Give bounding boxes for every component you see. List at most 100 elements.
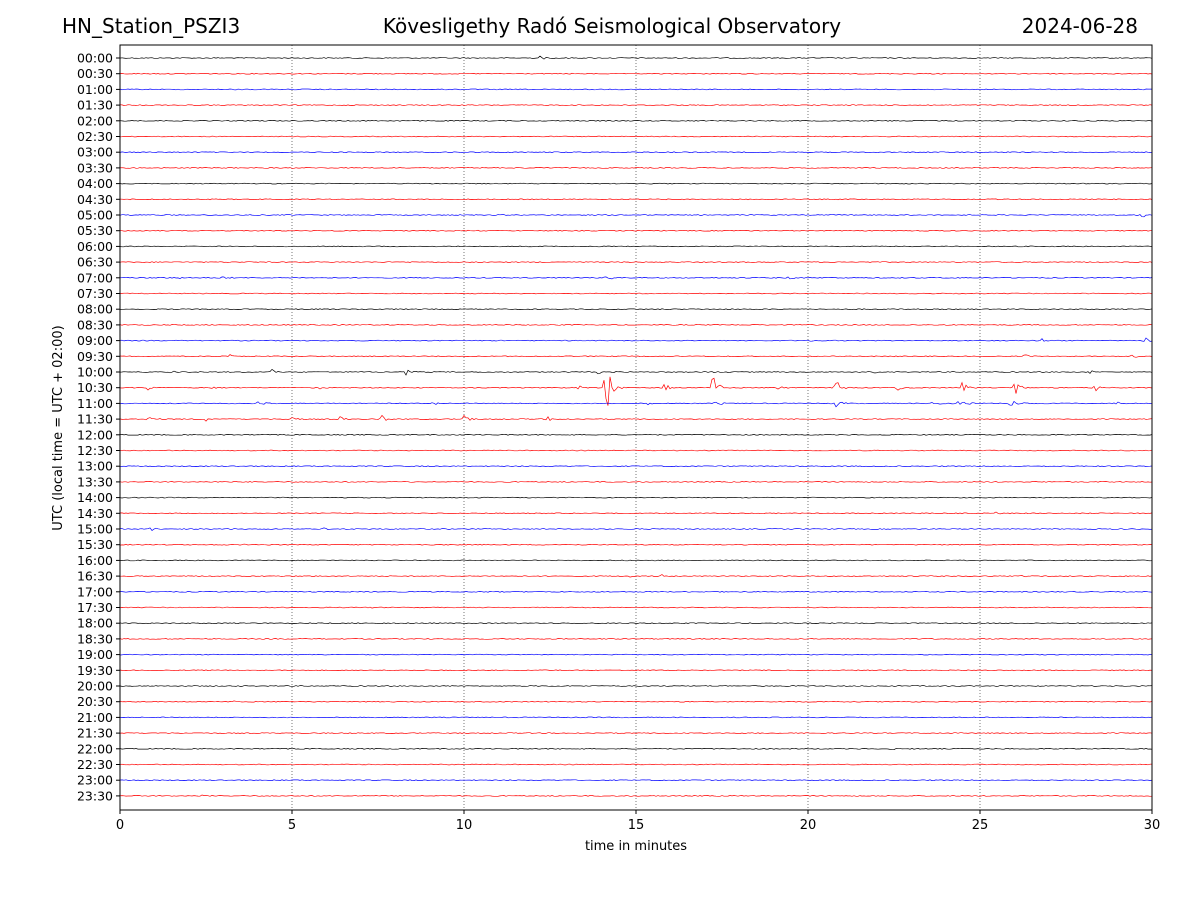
trace-03:30: [119, 167, 1153, 169]
trace-17:00: [119, 591, 1153, 593]
trace-19:00: [119, 653, 1153, 656]
trace-13:30: [119, 480, 1153, 483]
y-tick-label: 02:00: [77, 113, 113, 128]
y-tick-label: 13:00: [77, 459, 113, 474]
y-tick-label: 22:30: [77, 757, 113, 772]
trace-07:00: [119, 276, 1153, 280]
x-tick-label: 30: [1144, 818, 1161, 833]
y-tick-label: 01:00: [77, 82, 113, 97]
y-tick-label: 19:30: [77, 663, 113, 678]
y-tick-label: 07:30: [77, 286, 113, 301]
chart-date: 2024-06-28: [1021, 14, 1138, 38]
trace-22:30: [119, 763, 1153, 766]
y-tick-label: 14:00: [77, 490, 113, 505]
y-tick-label: 04:00: [77, 176, 113, 191]
y-tick-label: 03:30: [77, 160, 113, 175]
trace-19:30: [119, 669, 1153, 672]
trace-06:30: [119, 261, 1153, 263]
trace-16:00: [120, 559, 1153, 562]
x-tick-label: 0: [116, 818, 124, 833]
trace-12:30: [119, 449, 1153, 452]
trace-05:00: [119, 214, 1153, 218]
y-tick-label: 22:00: [77, 741, 113, 756]
y-tick-label: 02:30: [77, 129, 113, 144]
y-tick-label: 20:30: [77, 694, 113, 709]
trace-00:30: [119, 72, 1153, 75]
y-axis-label: UTC (local time = UTC + 02:00): [51, 325, 66, 530]
trace-18:00: [119, 622, 1153, 625]
y-tick-label: 12:30: [77, 443, 113, 458]
trace-09:30: [119, 354, 1153, 358]
y-tick-label: 14:30: [77, 506, 113, 521]
trace-08:30: [119, 324, 1153, 326]
trace-14:00: [119, 496, 1153, 499]
y-tick-label: 10:30: [77, 380, 113, 395]
y-tick-label: 07:00: [77, 270, 113, 285]
trace-21:00: [119, 716, 1153, 719]
trace-02:00: [119, 120, 1153, 122]
trace-15:00: [119, 527, 1153, 531]
trace-23:00: [119, 779, 1153, 781]
y-tick-label: 20:00: [77, 679, 113, 694]
x-tick-label: 25: [972, 818, 989, 833]
x-tick-label: 15: [628, 818, 645, 833]
y-tick-label: 08:30: [77, 317, 113, 332]
y-tick-label: 04:30: [77, 192, 113, 207]
trace-area: [119, 55, 1153, 797]
station-name: HN_Station_PSZI3: [62, 14, 241, 38]
y-tick-label: 06:00: [77, 239, 113, 254]
trace-04:30: [119, 198, 1153, 201]
trace-10:00: [119, 368, 1153, 376]
y-tick-label: 03:00: [77, 145, 113, 160]
y-tick-label: 17:00: [77, 584, 113, 599]
y-tick-label: 09:00: [77, 333, 113, 348]
vertical-grid: [291, 45, 981, 810]
trace-00:00: [119, 55, 1153, 60]
trace-20:30: [119, 700, 1153, 703]
y-tick-label: 16:00: [77, 553, 113, 568]
y-axis: 00:0000:3001:0001:3002:0002:3003:0003:30…: [77, 51, 120, 803]
y-tick-label: 05:00: [77, 208, 113, 223]
x-tick-label: 10: [456, 818, 473, 833]
trace-17:30: [119, 606, 1152, 609]
trace-06:00: [119, 245, 1153, 248]
trace-03:00: [119, 151, 1153, 153]
y-tick-label: 18:30: [77, 631, 113, 646]
y-tick-label: 12:00: [77, 427, 113, 442]
trace-04:00: [119, 182, 1153, 185]
trace-07:30: [119, 292, 1153, 295]
chart-title: Kövesligethy Radó Seismological Observat…: [382, 14, 842, 38]
y-tick-label: 21:00: [77, 710, 113, 725]
y-tick-label: 11:00: [77, 396, 113, 411]
y-tick-label: 18:00: [77, 616, 113, 631]
x-axis-label: time in minutes: [585, 839, 687, 854]
trace-08:00: [119, 308, 1153, 310]
trace-15:30: [119, 543, 1153, 546]
y-tick-label: 06:30: [77, 255, 113, 270]
y-tick-label: 00:00: [77, 51, 113, 66]
trace-11:00: [119, 400, 1153, 408]
y-tick-label: 23:30: [77, 788, 113, 803]
y-tick-label: 21:30: [77, 726, 113, 741]
trace-10:30: [119, 376, 1153, 406]
y-tick-label: 16:30: [77, 569, 113, 584]
trace-11:30: [119, 414, 1153, 422]
y-tick-label: 15:00: [77, 522, 113, 537]
y-tick-label: 15:30: [77, 537, 113, 552]
y-tick-label: 11:30: [77, 412, 113, 427]
trace-09:00: [119, 337, 1153, 342]
trace-23:30: [119, 794, 1153, 797]
x-tick-label: 20: [800, 818, 817, 833]
y-tick-label: 10:00: [77, 365, 113, 380]
trace-01:00: [119, 88, 1152, 91]
trace-22:00: [119, 747, 1153, 751]
y-tick-label: 00:30: [77, 66, 113, 81]
y-tick-label: 19:00: [77, 647, 113, 662]
trace-14:30: [119, 511, 1153, 515]
y-tick-label: 13:30: [77, 474, 113, 489]
y-tick-label: 09:30: [77, 349, 113, 364]
x-axis: 0 5 10 15 20 25 30: [116, 810, 1160, 833]
trace-02:30: [119, 135, 1153, 138]
trace-12:00: [120, 434, 1153, 436]
